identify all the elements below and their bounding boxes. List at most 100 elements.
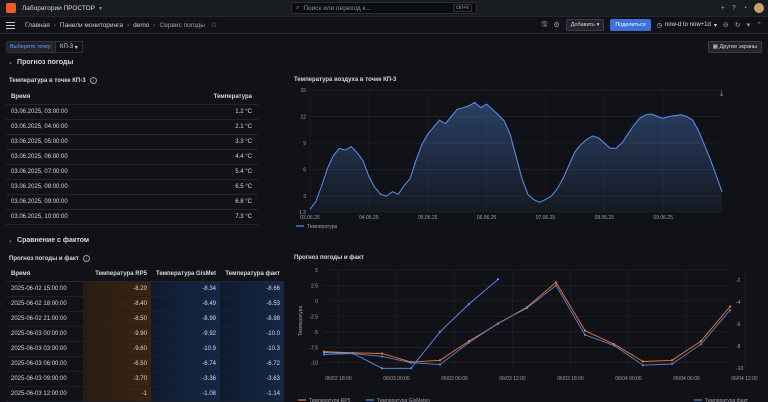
- table-cell-time: 03.06.2025, 08:00:00: [6, 179, 146, 195]
- table-row: 2025-06-03 03:00:00 -9.60 -10.9 -10.3: [6, 341, 284, 357]
- panel-title-air-chart: Температура воздуха в точке КП-3: [294, 77, 396, 83]
- menu-icon[interactable]: [6, 21, 15, 29]
- gear-icon[interactable]: ⚙: [553, 22, 560, 29]
- y-left-tick-label: 0: [315, 299, 318, 305]
- table-cell-time: 2025-06-03 03:00:00: [6, 341, 84, 357]
- legend-label: Температура GisMeteo: [377, 398, 430, 402]
- table-row: 03.06.2025, 03:00:00 1.2 °C: [6, 104, 258, 120]
- grafana-logo-icon[interactable]: [6, 3, 16, 13]
- column-header-rp5[interactable]: Температура RP5: [83, 268, 151, 282]
- compare-table: Время Температура RP5 Температура GisMet…: [6, 268, 284, 402]
- table-cell-temp: 1.2 °C: [146, 104, 258, 120]
- chevron-down-icon: ⌄: [8, 238, 14, 244]
- data-point: [467, 341, 471, 344]
- news-icon[interactable]: ◔: [742, 4, 747, 12]
- y-left-tick-label: -10: [311, 361, 318, 367]
- data-point: [699, 343, 703, 346]
- share-button[interactable]: Поделиться: [610, 19, 651, 31]
- y-right-tick-label: -10: [736, 366, 743, 372]
- table-cell-time: 03.06.2025, 09:00:00: [6, 194, 146, 210]
- x-tick-label: 06/03 12:00: [499, 376, 526, 382]
- table-cell-fact: -10.3: [220, 341, 284, 357]
- column-header-temp[interactable]: Температура: [146, 91, 258, 105]
- table-cell-rp5: -9.60: [83, 341, 151, 357]
- table-cell-time: 2025-06-03 00:00:00: [6, 326, 84, 342]
- plus-icon[interactable]: +: [720, 4, 725, 12]
- row-forecast[interactable]: ⌄ Прогноз погоды: [8, 59, 73, 66]
- x-tick-label: 06/03 00:00: [383, 376, 410, 382]
- org-name[interactable]: Лаборатории ПРОСТОР: [22, 4, 95, 12]
- data-point: [583, 333, 587, 337]
- x-tick-label: 06/04 06:00: [673, 376, 700, 382]
- search-input[interactable]: ⌕ Поиск или переход к... ctrl+k: [291, 2, 477, 14]
- y-right-tick-label: -2: [736, 278, 741, 284]
- breadcrumb-item-home[interactable]: Главная: [25, 21, 50, 29]
- row-compare[interactable]: ⌄ Сравнение с фактом: [8, 237, 89, 244]
- breadcrumb-item-folder[interactable]: demo: [133, 21, 150, 29]
- variable-value: КП-3: [59, 44, 74, 50]
- y-right-tick-label: -8: [736, 344, 741, 350]
- y-left-tick-label: -7.5: [309, 345, 318, 351]
- chevron-right-icon: ›: [153, 21, 156, 29]
- column-header-gismet[interactable]: Температура GisMet: [150, 268, 220, 282]
- table-cell-temp: 6.5 °C: [146, 179, 258, 195]
- chevron-down-icon: ▾: [713, 22, 717, 29]
- x-tick-label: 05.06.25: [418, 215, 438, 221]
- data-point: [438, 330, 442, 333]
- breadcrumb-item-current: Сервис погоды: [159, 21, 205, 29]
- column-header-time[interactable]: Время: [6, 91, 146, 105]
- table-cell-time: 2025-06-02 15:00:00: [6, 281, 84, 297]
- data-point: [496, 322, 500, 325]
- table-cell-time: 2025-06-02 18:00:00: [6, 296, 84, 312]
- zoom-out-icon[interactable]: ⊖: [722, 22, 729, 29]
- row-forecast-title: Прогноз погоды: [17, 59, 74, 66]
- variable-select[interactable]: КП-3 ▾: [55, 41, 83, 53]
- table-row: 2025-06-02 21:00:00 -8.50 -8.99 -8.98: [6, 311, 284, 327]
- data-point: [409, 367, 413, 370]
- collapse-icon[interactable]: ⌃: [756, 22, 762, 29]
- x-tick-label: 06/03 18:00: [557, 376, 584, 382]
- table-cell-fact: -8.98: [220, 311, 284, 327]
- info-icon[interactable]: i: [82, 255, 90, 262]
- time-picker[interactable]: ◷ now-d to now+1d ▾: [657, 22, 717, 29]
- forecast-vs-fact-chart: 5 2.5 0 -2.5 -5 -7.5 -10 -2 -4 -6 -8 -10 06/02 18:00…: [298, 268, 758, 402]
- x-tick-label: 04.06.25: [359, 215, 379, 221]
- data-point: [380, 355, 384, 358]
- star-icon[interactable]: ☆: [210, 22, 218, 29]
- table-header-row: Время Температура RP5 Температура GisMet…: [6, 268, 284, 282]
- info-icon[interactable]: i: [89, 77, 97, 84]
- series-line: [309, 101, 723, 210]
- table-cell-time: 03.06.2025, 07:00:00: [6, 164, 146, 180]
- table-cell-gismet: -3.36: [150, 371, 220, 387]
- table-row: 03.06.2025, 04:00:00 2.1 °C: [6, 119, 258, 135]
- refresh-icon[interactable]: ↻: [734, 22, 741, 29]
- other-screens-button[interactable]: ▦ Другие экраны: [707, 41, 762, 53]
- table-cell-gismet: -8.49: [150, 296, 220, 312]
- save-icon[interactable]: 🖫: [541, 20, 548, 28]
- data-point: [438, 359, 442, 362]
- download-icon[interactable]: ⤓: [720, 90, 724, 97]
- column-header-fact[interactable]: Температура факт: [220, 268, 284, 282]
- help-icon[interactable]: ?: [731, 4, 736, 12]
- column-header-time[interactable]: Время: [6, 268, 84, 282]
- variable-label: Выберите точку:: [6, 41, 56, 53]
- avatar[interactable]: [754, 3, 764, 13]
- table-cell-rp5: -8.40: [83, 296, 151, 312]
- data-point: [612, 344, 616, 347]
- data-point: [322, 353, 326, 356]
- table-row: 2025-06-03 12:00:00 -1 -1.08 -1.14: [6, 386, 284, 402]
- data-point: [699, 339, 703, 343]
- chevron-down-icon[interactable]: ▾: [98, 5, 102, 12]
- y-left-tick-label: -5: [314, 330, 319, 336]
- row-compare-title: Сравнение с фактом: [17, 237, 90, 244]
- data-point: [728, 309, 732, 312]
- data-point: [583, 329, 587, 332]
- data-point: [670, 362, 674, 366]
- compare-table-body: 2025-06-02 15:00:00 -8.20 -8.34 -8.66 2025-0…: [6, 281, 284, 402]
- y-right-tick-label: -4: [736, 300, 741, 306]
- series-line: [323, 278, 499, 369]
- breadcrumb-item-dashboards[interactable]: Панели мониторинга: [59, 21, 123, 29]
- chevron-down-icon[interactable]: ▾: [746, 22, 751, 29]
- add-button[interactable]: Добавить ▾: [565, 19, 605, 31]
- toolbar: 🖫 ⚙ Добавить ▾ Поделиться ◷ now-d to now…: [541, 19, 762, 31]
